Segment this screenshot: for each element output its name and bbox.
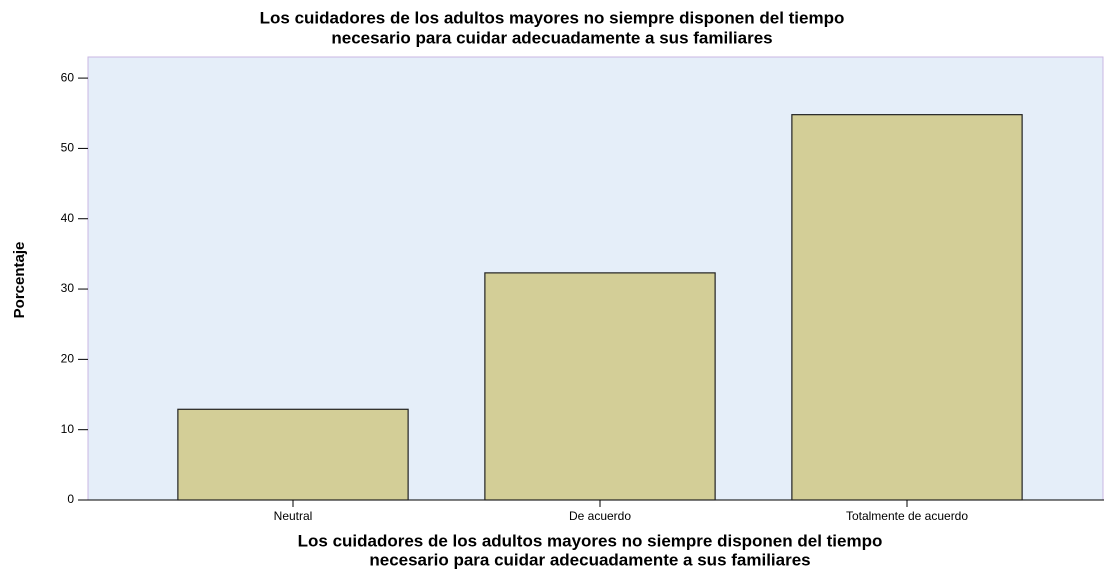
x-axis-label: Los cuidadores de los adultos mayores no… bbox=[298, 531, 883, 550]
bar bbox=[791, 114, 1023, 501]
y-axis-label: Porcentaje bbox=[11, 242, 28, 319]
y-tick-label: 0 bbox=[67, 492, 74, 506]
bar bbox=[484, 272, 716, 501]
x-tick-label: De acuerdo bbox=[569, 509, 631, 523]
y-tick-label: 30 bbox=[61, 281, 75, 295]
x-tick-label: Totalmente de acuerdo bbox=[846, 509, 968, 523]
y-tick-label: 50 bbox=[61, 141, 75, 155]
y-tick-label: 40 bbox=[61, 211, 75, 225]
x-tick-label: Neutral bbox=[274, 509, 313, 523]
bar bbox=[177, 408, 409, 501]
x-axis-label: necesario para cuidar adecuadamente a su… bbox=[369, 550, 810, 569]
y-tick-label: 10 bbox=[61, 422, 75, 436]
y-tick-label: 20 bbox=[61, 352, 75, 366]
y-tick-label: 60 bbox=[61, 70, 75, 84]
chart-title: necesario para cuidar adecuadamente a su… bbox=[331, 28, 772, 47]
chart-title: Los cuidadores de los adultos mayores no… bbox=[260, 8, 845, 27]
